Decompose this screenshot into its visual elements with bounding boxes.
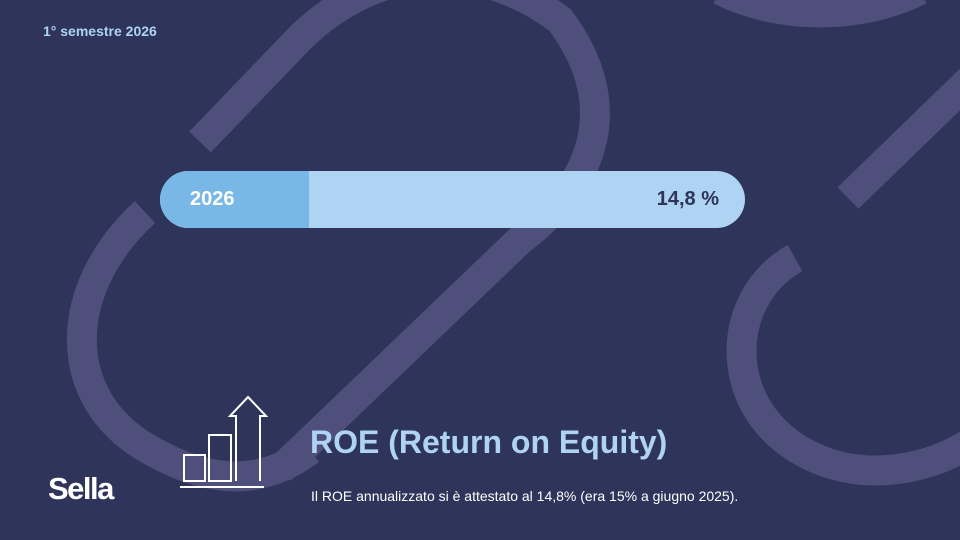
decor-link-stroke-right-arc [726,244,960,486]
period-label: 1° semestre 2026 [43,23,157,39]
roe-progress-fill [160,171,310,228]
decor-link-stroke-arc [66,200,319,492]
roe-progress-bar: 2026 14,8 % [160,171,745,228]
metric-description: Il ROE annualizzato si è attestato al 14… [311,488,739,504]
decor-link-stroke-top [713,0,927,28]
bar-year-label: 2026 [190,188,235,210]
bar-chart-growth-icon [180,395,268,488]
metric-title: ROE (Return on Equity) [310,424,668,460]
decor-link-stroke-right-line [837,68,960,209]
sella-logo: Sella [48,471,114,506]
bar-value-label: 14,8 % [656,188,719,210]
